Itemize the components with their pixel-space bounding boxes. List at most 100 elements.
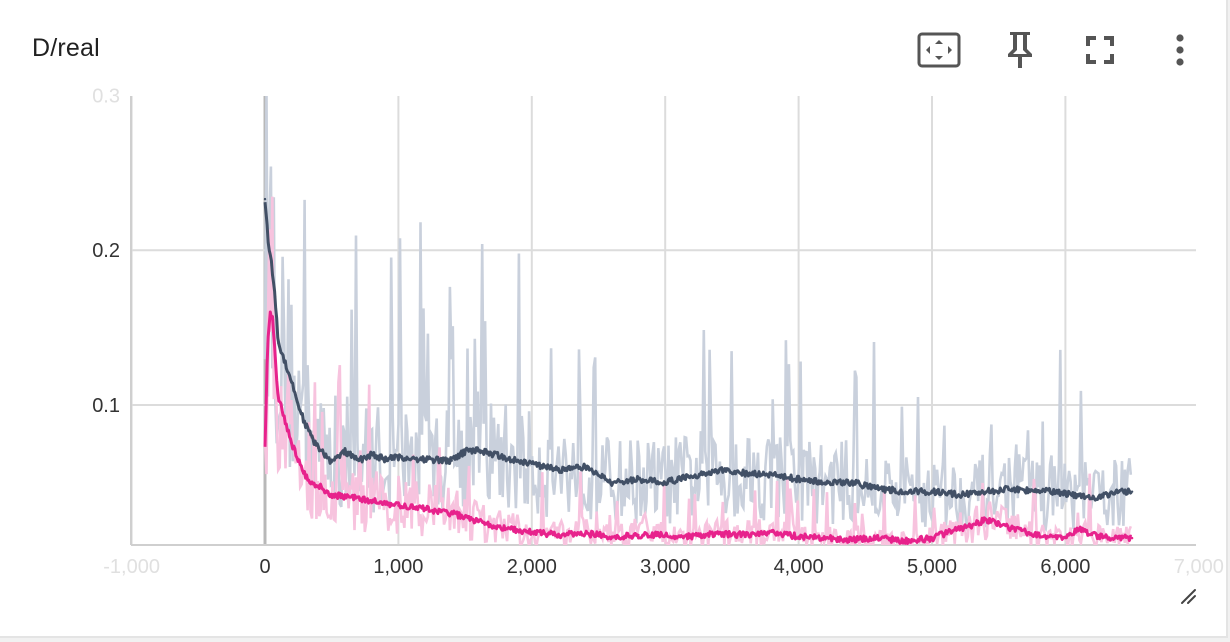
- data-point: [850, 481, 854, 484]
- data-point: [664, 481, 667, 484]
- data-point: [690, 535, 694, 538]
- data-point: [267, 241, 270, 244]
- data-point: [1037, 488, 1040, 492]
- more-vert-icon: [1176, 34, 1184, 66]
- data-point: [583, 532, 587, 535]
- x-tick-label: 1,000: [373, 556, 423, 578]
- x-tick-label: 6,000: [1040, 556, 1090, 578]
- data-point: [877, 487, 880, 490]
- data-point: [370, 499, 373, 503]
- data-point: [317, 484, 320, 487]
- data-point: [1064, 492, 1067, 495]
- data-point: [370, 453, 373, 456]
- data-point: [343, 495, 347, 498]
- fit-to-data-button[interactable]: [916, 26, 964, 74]
- data-point: [303, 422, 307, 425]
- data-point: [557, 533, 560, 537]
- data-point: [271, 318, 275, 322]
- data-point: [290, 442, 293, 445]
- data-point: [310, 481, 313, 484]
- data-point: [557, 468, 560, 472]
- data-point: [930, 490, 934, 493]
- data-point: [850, 538, 854, 541]
- data-point: [283, 360, 287, 363]
- data-point: [690, 475, 694, 478]
- x-tick-label: 5,000: [907, 556, 957, 578]
- series-line[interactable]: [263, 310, 1132, 545]
- data-point: [1037, 533, 1040, 537]
- data-point: [477, 519, 480, 523]
- data-point: [770, 530, 774, 534]
- data-point: [423, 457, 427, 461]
- data-point: [269, 310, 272, 314]
- data-point: [357, 459, 360, 462]
- series-line[interactable]: [263, 202, 1133, 502]
- data-point: [610, 481, 614, 484]
- data-point: [303, 473, 307, 476]
- data-point: [297, 457, 300, 461]
- data-point: [270, 264, 273, 267]
- data-point: [503, 527, 507, 531]
- data-point: [1010, 487, 1014, 490]
- x-tick-label: 0: [259, 556, 270, 578]
- data-point: [1090, 533, 1094, 537]
- x-tick-label: -1,000: [103, 556, 160, 578]
- data-point: [904, 490, 907, 493]
- data-point: [717, 532, 720, 535]
- data-point: [824, 481, 827, 484]
- x-tick-label: 2,000: [507, 556, 557, 578]
- x-tick-label: 4,000: [774, 556, 824, 578]
- data-point: [357, 496, 360, 500]
- data-point: [277, 396, 280, 399]
- data-point: [263, 442, 267, 445]
- data-point: [824, 536, 827, 540]
- y-tick-label: 0.2: [92, 240, 120, 262]
- data-point: [450, 512, 453, 515]
- data-point: [263, 197, 267, 201]
- data-point: [317, 447, 320, 450]
- x-tick-label: 3,000: [640, 556, 690, 578]
- data-point: [283, 419, 287, 422]
- data-point: [637, 478, 640, 481]
- data-point: [583, 465, 587, 469]
- pin-icon: [1008, 32, 1032, 68]
- y-tick-label: 0.3: [92, 85, 120, 107]
- data-point: [310, 436, 313, 439]
- data-point: [477, 448, 480, 452]
- data-point: [297, 403, 300, 407]
- fit-to-data-icon: [917, 32, 961, 68]
- data-point: [1010, 527, 1014, 531]
- data-point: [290, 380, 293, 383]
- data-point: [797, 535, 800, 538]
- pin-button[interactable]: [996, 26, 1044, 74]
- data-point: [957, 527, 960, 531]
- data-point: [744, 533, 747, 537]
- data-point: [503, 456, 507, 459]
- data-point: [1117, 536, 1120, 540]
- data-point: [1024, 488, 1027, 492]
- data-point: [957, 493, 960, 496]
- data-point: [273, 295, 277, 298]
- data-point: [463, 450, 467, 453]
- data-point: [450, 459, 453, 462]
- data-point: [970, 524, 974, 527]
- data-point: [984, 490, 987, 493]
- data-point: [770, 473, 774, 476]
- fullscreen-icon: [1086, 36, 1114, 64]
- data-point: [1117, 490, 1120, 493]
- resize-handle-icon[interactable]: [1178, 586, 1198, 606]
- data-point: [1130, 490, 1134, 493]
- data-point: [323, 453, 327, 456]
- more-options-button[interactable]: [1156, 26, 1204, 74]
- data-point: [330, 461, 333, 464]
- data-point: [1064, 536, 1067, 540]
- data-point: [1130, 536, 1134, 540]
- fullscreen-button[interactable]: [1076, 26, 1124, 74]
- data-point: [1077, 527, 1080, 531]
- data-point: [744, 471, 747, 475]
- data-point: [797, 478, 800, 481]
- data-point: [877, 536, 880, 540]
- data-point: [984, 518, 987, 521]
